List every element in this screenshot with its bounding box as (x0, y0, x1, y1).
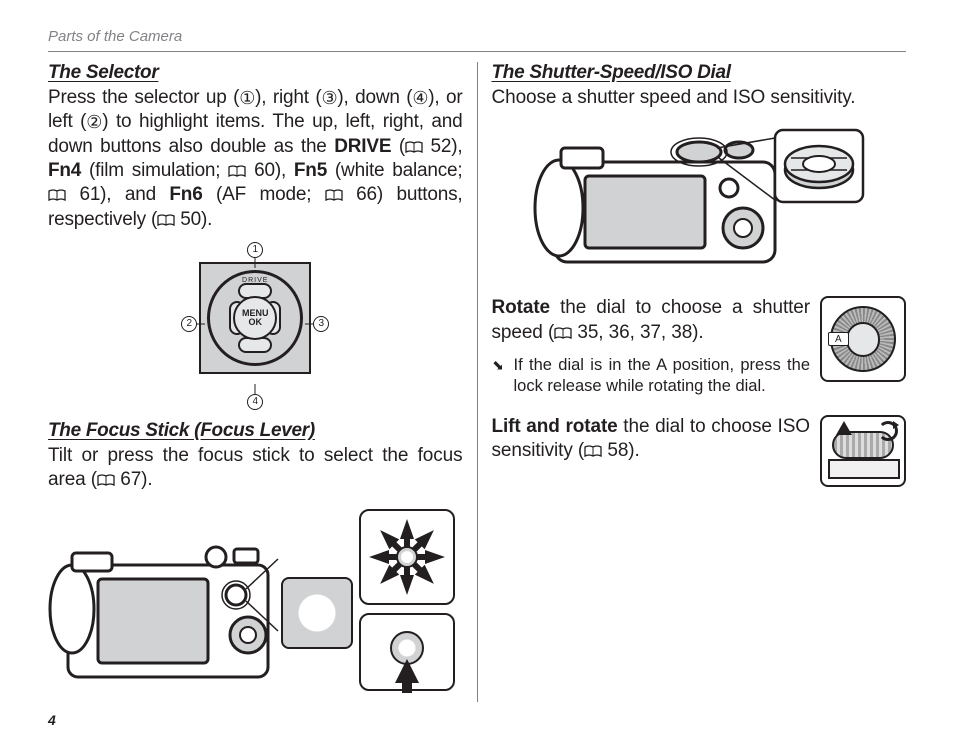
callout-4: 4 (247, 394, 263, 410)
text: (white balance; (327, 160, 462, 181)
page-ref: 52), (423, 136, 463, 157)
book-icon (405, 141, 423, 153)
selector-diagram: DRIVE MENU OK 1 2 (185, 244, 325, 404)
camera-back-illustration (48, 539, 286, 689)
circled-3-icon: ③ (321, 87, 337, 110)
page-ref: 61), and (66, 184, 169, 205)
rotate-subnote: If the dial is in the A position, press … (492, 355, 811, 397)
page-ref: 35, 36, 37, 38). (572, 322, 703, 343)
focus-stick-8way-panel (359, 509, 455, 605)
rotate-dial-thumb: A (820, 296, 906, 382)
a-badge: A (828, 332, 849, 346)
book-icon (554, 327, 572, 339)
callout-3: 3 (313, 316, 329, 332)
circled-4-icon: ④ (412, 87, 428, 110)
iso-dial-title: The Shutter-Speed/ISO Dial (492, 62, 907, 84)
a-position: A (656, 356, 666, 374)
focus-stick-body: Tilt or press the focus stick to select … (48, 444, 463, 493)
text: (AF mode; (203, 184, 325, 205)
lift-text: Lift and rotate the dial to choose ISO s… (492, 415, 811, 464)
text: If the dial is in the (514, 356, 657, 374)
rotate-text: Rotate the dial to choose a shutter spee… (492, 296, 811, 397)
iso-dial-figure (529, 118, 869, 278)
selector-body: Press the selector up (①), right (③), do… (48, 86, 463, 232)
running-head: Parts of the Camera (48, 28, 906, 52)
page-ref: 58). (602, 440, 640, 461)
drive-label: DRIVE (334, 136, 391, 157)
rotate-bold: Rotate (492, 297, 551, 318)
lift-dial-thumb (820, 415, 906, 487)
book-icon (48, 189, 66, 201)
book-icon (325, 189, 343, 201)
page-ref: 60), (246, 160, 294, 181)
fn6-label: Fn6 (169, 184, 202, 205)
left-column: The Selector Press the selector up (①), … (48, 62, 477, 702)
callout-1: 1 (247, 242, 263, 258)
book-icon (584, 445, 602, 457)
leader-line (255, 258, 256, 268)
focus-stick-figure (48, 507, 463, 697)
rotate-arrow-icon (878, 421, 898, 441)
book-icon (228, 165, 246, 177)
circled-1-icon: ① (239, 87, 255, 110)
iso-dial-intro: Choose a shutter speed and ISO sensitivi… (492, 86, 907, 110)
book-icon (97, 474, 115, 486)
text: Press the selector up ( (48, 87, 239, 108)
selector-menu-ok-button: MENU OK (233, 296, 277, 340)
text: ( (391, 136, 405, 157)
callout-2: 2 (181, 316, 197, 332)
text: (film simulation; (81, 160, 228, 181)
book-icon (157, 214, 175, 226)
selector-ring: DRIVE MENU OK (207, 270, 303, 366)
page-number: 4 (48, 712, 56, 728)
text: ), right ( (255, 87, 321, 108)
focus-stick-title: The Focus Stick (Focus Lever) (48, 420, 463, 442)
camera-top-illustration (529, 118, 869, 278)
page-ref: 67). (115, 469, 153, 490)
circled-2-icon: ② (86, 111, 102, 134)
text: ), down ( (337, 87, 412, 108)
selector-title: The Selector (48, 62, 463, 84)
lift-note: Lift and rotate the dial to choose ISO s… (492, 415, 907, 487)
arrow-up-icon (836, 421, 852, 435)
fn4-label: Fn4 (48, 160, 81, 181)
fn5-label: Fn5 (294, 160, 327, 181)
ok-text: OK (249, 318, 263, 327)
lift-bold: Lift and rotate (492, 416, 618, 437)
two-column-layout: The Selector Press the selector up (①), … (48, 62, 906, 702)
focus-stick-press-panel (359, 613, 455, 691)
page-ref: 50). (175, 209, 212, 230)
rotate-note: Rotate the dial to choose a shutter spee… (492, 296, 907, 397)
right-column: The Shutter-Speed/ISO Dial Choose a shut… (478, 62, 907, 702)
dial-base-icon (828, 459, 900, 479)
selector-frame: DRIVE MENU OK (199, 262, 311, 374)
leader-line (255, 384, 256, 394)
arrow-up-icon (395, 659, 419, 683)
focus-stick-closeup (281, 577, 353, 649)
